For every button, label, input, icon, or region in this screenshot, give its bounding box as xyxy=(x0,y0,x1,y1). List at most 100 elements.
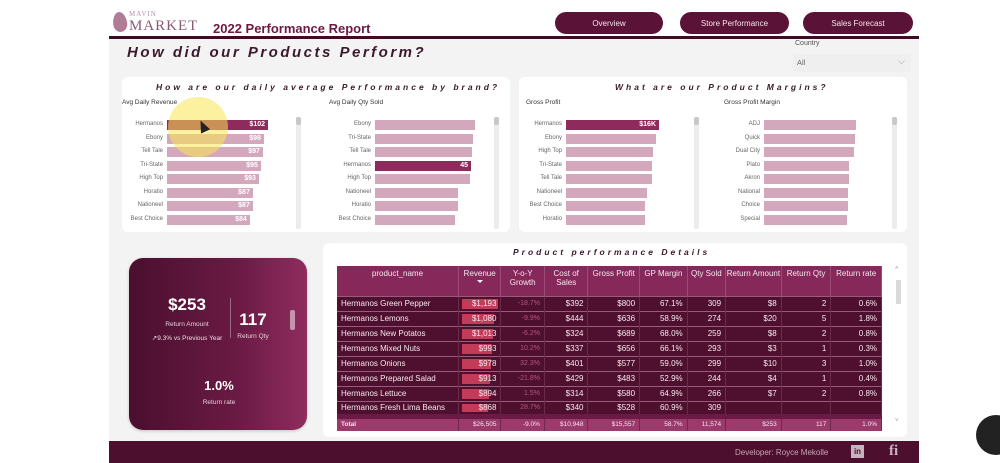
bar-row[interactable]: Tri-State xyxy=(348,133,475,144)
bar[interactable] xyxy=(566,133,657,144)
bar-row[interactable]: Dual City xyxy=(736,147,856,157)
table-row[interactable]: Hermanos Lemons $1,080 -9.9% $444 $636 58.9% 2… xyxy=(337,310,882,326)
gp-chart-scrollbar[interactable] xyxy=(694,117,699,229)
bar-row[interactable]: Akron xyxy=(744,174,856,184)
bar-row[interactable]: Tri-State $95 xyxy=(140,160,268,171)
bar[interactable] xyxy=(764,174,849,184)
bar[interactable] xyxy=(566,201,646,211)
table-row[interactable]: Hermanos New Potatos $1,013 -6.2% $324 $689 6… xyxy=(337,325,882,341)
bar[interactable] xyxy=(764,214,847,225)
bar[interactable]: $16K xyxy=(566,120,659,130)
bar-row[interactable]: Hermanos 45 xyxy=(343,160,475,171)
col-return-amount[interactable]: Return Amount xyxy=(725,266,782,296)
gpm-chart-scrollbar[interactable] xyxy=(892,117,897,229)
revenue-chart-scrollbar[interactable] xyxy=(296,117,301,229)
col-qty-sold[interactable]: Qty Sold xyxy=(687,266,727,296)
table-scrollbar[interactable]: ˄ ˅ xyxy=(895,266,902,429)
bar-row[interactable]: Best Choice xyxy=(530,201,659,211)
bar[interactable] xyxy=(566,174,653,184)
linkedin-icon[interactable]: in xyxy=(851,445,864,458)
bar-row[interactable]: Horatio xyxy=(543,214,659,225)
bar-row[interactable]: ADJ xyxy=(749,120,856,130)
bar[interactable]: $93 xyxy=(167,174,259,184)
table-row[interactable]: Hermanos Prepared Salad $913 -21.8% $429 $48… xyxy=(337,370,882,386)
fi-logo-icon[interactable]: fi xyxy=(889,443,899,459)
table-row[interactable]: Hermanos Green Pepper $1,193 -18.7% $392 $80… xyxy=(337,295,882,311)
bar-row[interactable]: Horatio $87 xyxy=(144,187,268,198)
col-yoy-growth[interactable]: Y-o-Y Growth xyxy=(500,266,545,296)
bar-row[interactable]: Best Choice xyxy=(339,214,475,225)
bar[interactable] xyxy=(764,201,848,211)
cell-ret-amt xyxy=(725,400,782,416)
bar-row[interactable]: Nationeel xyxy=(537,187,659,198)
bar[interactable] xyxy=(375,187,458,198)
nav-store-performance-button[interactable]: Store Performance xyxy=(680,12,789,34)
bar[interactable] xyxy=(566,147,654,157)
scroll-up-icon[interactable]: ˄ xyxy=(895,266,899,272)
col-gp-margin[interactable]: GP Margin xyxy=(639,266,688,296)
table-row[interactable]: Hermanos Onions $978 32.3% $401 $577 59.0% 299… xyxy=(337,355,882,371)
table-row[interactable]: Hermanos Lettuce $894 1.5% $314 $580 64.9% 266… xyxy=(337,385,882,401)
bar-row[interactable]: High Top $93 xyxy=(139,174,268,184)
bar[interactable] xyxy=(375,174,470,184)
bar[interactable]: $97 xyxy=(167,147,263,157)
col-product-name[interactable]: product_name xyxy=(337,266,459,296)
nav-overview-button[interactable]: Overview xyxy=(555,12,663,34)
bar-row[interactable]: High Top xyxy=(538,147,659,157)
col-revenue[interactable]: Revenue xyxy=(458,266,502,296)
bar[interactable] xyxy=(566,187,647,198)
bar[interactable]: $87 xyxy=(167,201,253,211)
col-return-rate[interactable]: Return rate xyxy=(830,266,882,296)
bar-row[interactable]: Tell Tale xyxy=(349,147,475,157)
bar-row[interactable]: Ebony xyxy=(354,120,475,130)
gross-profit-chart[interactable]: Hermanos $16K Ebony High Top Tri-State Tell T… xyxy=(530,120,659,230)
bar-row[interactable]: High Top xyxy=(347,174,475,184)
bar-row[interactable]: Horatio xyxy=(352,201,475,211)
bar[interactable] xyxy=(375,147,472,157)
bar-row[interactable]: Best Choice $84 xyxy=(131,214,268,225)
col-return-qty[interactable]: Return Qty xyxy=(781,266,832,296)
gross-profit-margin-chart[interactable]: ADJ Quick Dual City Plato Akron National Choic… xyxy=(736,120,856,230)
bar[interactable] xyxy=(764,187,848,198)
bar[interactable] xyxy=(764,160,849,171)
bar[interactable]: 45 xyxy=(375,160,471,171)
bar-row[interactable]: Ebony xyxy=(545,133,659,144)
qty-chart-scrollbar[interactable] xyxy=(494,117,499,229)
bar[interactable] xyxy=(566,214,646,225)
bar-row[interactable]: Nationeel xyxy=(346,187,475,198)
bar[interactable]: $87 xyxy=(167,187,253,198)
bar[interactable] xyxy=(375,133,473,144)
bar-row[interactable]: Choice xyxy=(741,201,856,211)
bar-row[interactable]: National xyxy=(738,187,856,198)
bar-row[interactable]: Tell Tale $97 xyxy=(141,147,268,157)
cell-yoy: 28.7% xyxy=(500,400,545,416)
bar[interactable] xyxy=(764,133,856,144)
bar[interactable]: $95 xyxy=(167,160,261,171)
bar[interactable] xyxy=(566,160,653,171)
nav-sales-forecast-button[interactable]: Sales Forecast xyxy=(803,12,913,34)
col-gross-profit[interactable]: Gross Profit xyxy=(587,266,641,296)
kpi-scrollbar[interactable] xyxy=(290,310,295,330)
chat-widget-icon[interactable] xyxy=(976,415,1000,455)
bar-row[interactable]: Quick xyxy=(745,133,856,144)
bar-row[interactable]: Special xyxy=(740,214,856,225)
bar[interactable] xyxy=(375,201,458,211)
bar-row[interactable]: Hermanos $16K xyxy=(534,120,659,130)
bar-row[interactable]: Plato xyxy=(746,160,856,171)
table-row[interactable]: Hermanos Mixed Nuts $993 10.2% $337 $656 66.1… xyxy=(337,340,882,356)
avg-daily-qty-chart[interactable]: Ebony Tri-State Tell Tale Hermanos 45 High To… xyxy=(339,120,475,230)
bar[interactable] xyxy=(764,120,856,130)
bar[interactable] xyxy=(375,214,455,225)
bar[interactable]: $84 xyxy=(167,214,250,225)
cell-name: Hermanos Lemons xyxy=(337,310,459,326)
table-row[interactable]: Hermanos Fresh Lima Beans $868 28.7% $340 $5… xyxy=(337,400,882,416)
country-filter-dropdown[interactable]: All ⌵ xyxy=(793,54,911,72)
bar-row[interactable]: Tri-State xyxy=(539,160,659,171)
bar[interactable] xyxy=(764,147,855,157)
bar-row[interactable]: Tell Tale xyxy=(540,174,659,184)
table-scroll-thumb[interactable] xyxy=(896,280,901,304)
bar[interactable] xyxy=(375,120,475,130)
col-cost-of-sales[interactable]: Cost of Sales xyxy=(544,266,589,296)
bar-row[interactable]: Nationeel $87 xyxy=(138,201,268,211)
scroll-down-icon[interactable]: ˅ xyxy=(895,418,899,424)
